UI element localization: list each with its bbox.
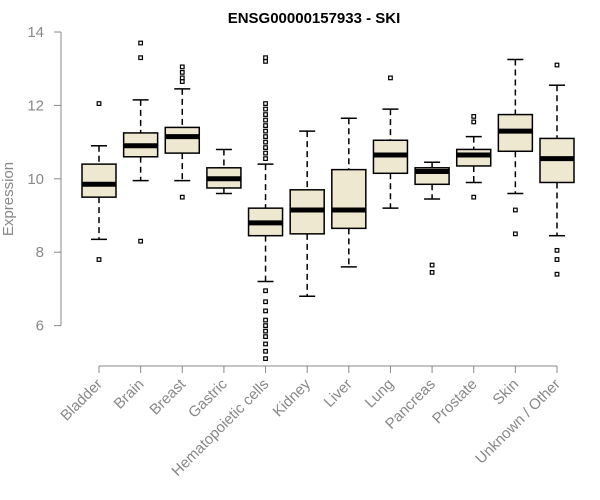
outlier-point [512,207,518,213]
outlier-point [471,114,477,119]
box-skin [497,58,534,237]
y-tick-label: 10 [27,171,44,188]
outlier-point [263,334,268,340]
box-bladder [81,101,117,262]
y-tick-label: 6 [36,318,44,335]
outlier-point [554,271,560,277]
outlier-point [263,308,268,314]
outlier-point [263,317,268,323]
outlier-point [179,194,185,200]
outlier-point [263,145,268,151]
x-tick-label: Brain [111,376,148,413]
outlier-point [263,156,268,162]
outlier-point [263,117,268,123]
outlier-point [263,55,268,61]
outlier-point [388,75,393,81]
box-liver [331,117,367,268]
outlier-point [263,288,268,294]
y-axis-label: Expression [0,162,17,236]
outlier-point [138,238,144,244]
outlier-point [96,257,102,262]
x-tick-label: Skin [490,376,523,409]
outlier-point [263,134,268,139]
x-tick-label: Lung [362,376,398,412]
axes: 6 8 10 12 14 [27,24,557,367]
outlier-point [263,139,268,145]
x-tick-label: Breast [146,375,189,418]
y-tick-label: 8 [36,244,44,261]
outlier-point [263,58,268,64]
outlier-point [96,101,102,106]
outlier-point [471,119,477,125]
outlier-point [179,79,185,84]
outlier-point [263,101,268,106]
outlier-point [263,348,268,354]
outlier-point [554,257,560,262]
outlier-point [554,247,560,253]
outlier-point [179,75,185,81]
outlier-point [138,40,144,46]
iqr-box [331,168,367,230]
box-kidney [289,130,325,297]
outlier-point [263,123,268,128]
outlier-point [554,62,560,68]
box-pancreas [414,161,450,275]
outlier-point [263,106,268,112]
boxes-group [81,40,575,362]
box-hematopoietic-cells [247,55,284,362]
box-lung [372,75,409,209]
outlier-point [263,323,268,328]
outlier-point [471,194,477,200]
outlier-point [263,356,268,362]
iqr-box [81,163,117,198]
outlier-point [263,341,268,347]
outlier-point [512,231,518,237]
outlier-point [179,64,185,70]
box-breast [164,64,201,200]
x-tick-label: Kidney [270,375,315,420]
box-brain [122,40,159,244]
iqr-box [455,148,492,167]
chart-title: ENSG00000157933 - SKI [228,10,401,27]
outlier-point [179,69,185,75]
box-prostate [455,114,492,200]
outlier-point [429,269,435,275]
outlier-point [263,299,268,305]
outlier-point [263,328,268,334]
y-tick-label: 12 [27,97,44,114]
x-tick-label: Liver [321,376,356,411]
y-tick-label: 14 [27,24,44,41]
outlier-point [263,112,268,117]
outlier-point [263,128,268,134]
x-tick-label: Bladder [57,376,106,425]
outlier-point [429,262,435,268]
box-unknown-other [539,62,575,277]
iqr-box [164,126,201,154]
box-gastric [206,148,242,195]
x-tick-label: Prostate [429,376,481,428]
outlier-point [138,55,144,61]
outlier-point [263,150,268,156]
